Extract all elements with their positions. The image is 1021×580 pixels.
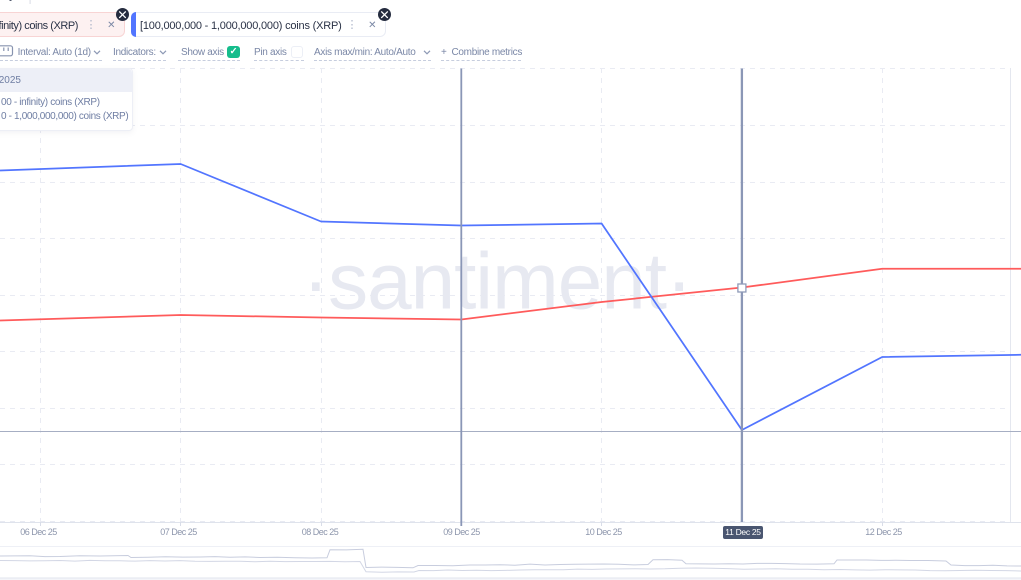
svg-text:·santiment·: ·santiment·	[302, 237, 691, 326]
